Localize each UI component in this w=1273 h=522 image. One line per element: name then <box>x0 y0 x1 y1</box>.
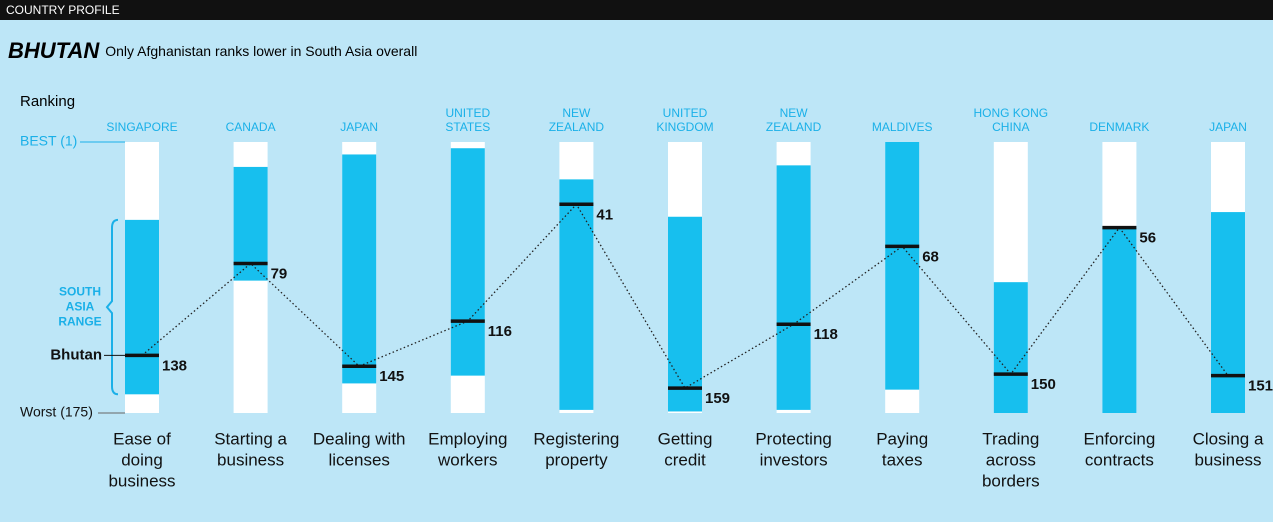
y-tick-label: BEST (1) <box>20 133 77 149</box>
best-country: MALDIVES <box>872 120 933 134</box>
category-label: business <box>217 450 284 469</box>
best-country: JAPAN <box>1209 120 1247 134</box>
category-label: across <box>986 450 1036 469</box>
value-label: 79 <box>271 265 288 282</box>
range-bar <box>1211 212 1245 413</box>
best-country: SINGAPORE <box>106 120 177 134</box>
category-label: Enforcing <box>1083 429 1155 448</box>
value-label: 56 <box>1139 230 1156 247</box>
category-label: Closing a <box>1193 429 1264 448</box>
category-label: doing <box>121 450 163 469</box>
best-country: CHINA <box>992 120 1029 134</box>
value-label: 159 <box>705 390 730 407</box>
header: COUNTRY PROFILE <box>6 3 120 17</box>
best-country: CANADA <box>226 120 276 134</box>
range-bar <box>1102 227 1137 413</box>
category-label: Trading <box>982 429 1039 448</box>
category-label: Starting a <box>214 429 287 448</box>
range-bar <box>559 179 594 410</box>
category-label: investors <box>760 450 828 469</box>
category-label: Employing <box>428 429 507 448</box>
category-label: taxes <box>882 450 923 469</box>
range-bar <box>668 216 702 412</box>
category-label: Registering <box>533 429 619 448</box>
category-label: Paying <box>876 429 928 448</box>
category-label: contracts <box>1085 450 1154 469</box>
category-label: borders <box>982 471 1040 490</box>
value-label: 118 <box>814 326 838 343</box>
range-bar <box>233 166 268 281</box>
category-label: licenses <box>328 450 389 469</box>
category-label: workers <box>437 450 498 469</box>
range-label: RANGE <box>58 314 101 328</box>
best-country: UNITED <box>445 106 490 120</box>
best-country: UNITED <box>663 106 708 120</box>
best-country: ZEALAND <box>766 120 822 134</box>
range-bar <box>993 282 1028 413</box>
value-label: 138 <box>162 357 187 374</box>
category-label: property <box>545 450 608 469</box>
header-bar <box>0 0 1273 20</box>
category-label: Ease of <box>113 429 171 448</box>
range-label: ASIA <box>66 299 95 313</box>
range-bar <box>885 142 920 390</box>
range-bar <box>776 165 811 410</box>
y-tick-label: Worst (175) <box>20 404 93 420</box>
category-label: credit <box>664 450 706 469</box>
value-label: 116 <box>488 323 512 340</box>
chart-title: BHUTAN <box>8 38 100 63</box>
range-bar <box>342 154 377 384</box>
value-label: 41 <box>596 206 613 223</box>
category-label: business <box>1194 450 1261 469</box>
best-country: NEW <box>780 106 809 120</box>
series-label: Bhutan <box>50 346 102 363</box>
value-label: 145 <box>379 368 404 385</box>
best-country: JAPAN <box>340 120 378 134</box>
y-label: Ranking <box>20 93 75 110</box>
range-bar <box>125 219 159 395</box>
value-label: 150 <box>1031 376 1056 393</box>
range-label: SOUTH <box>59 284 101 298</box>
value-label: 68 <box>922 248 939 265</box>
best-country: STATES <box>445 120 490 134</box>
best-country: NEW <box>562 106 591 120</box>
subtitle: Only Afghanistan ranks lower in South As… <box>105 43 417 59</box>
range-bracket <box>105 218 119 396</box>
best-country: ZEALAND <box>549 120 605 134</box>
best-country: DENMARK <box>1089 120 1149 134</box>
range-bar <box>450 148 485 376</box>
category-label: Dealing with <box>313 429 406 448</box>
best-country: HONG KONG <box>973 106 1048 120</box>
category-label: business <box>108 471 175 490</box>
category-label: Protecting <box>755 429 832 448</box>
value-label: 151 <box>1248 378 1273 395</box>
category-label: Getting <box>658 429 713 448</box>
title-line: BHUTAN Only Afghanistan ranks lower in So… <box>8 38 417 63</box>
best-country: KINGDOM <box>656 120 713 134</box>
